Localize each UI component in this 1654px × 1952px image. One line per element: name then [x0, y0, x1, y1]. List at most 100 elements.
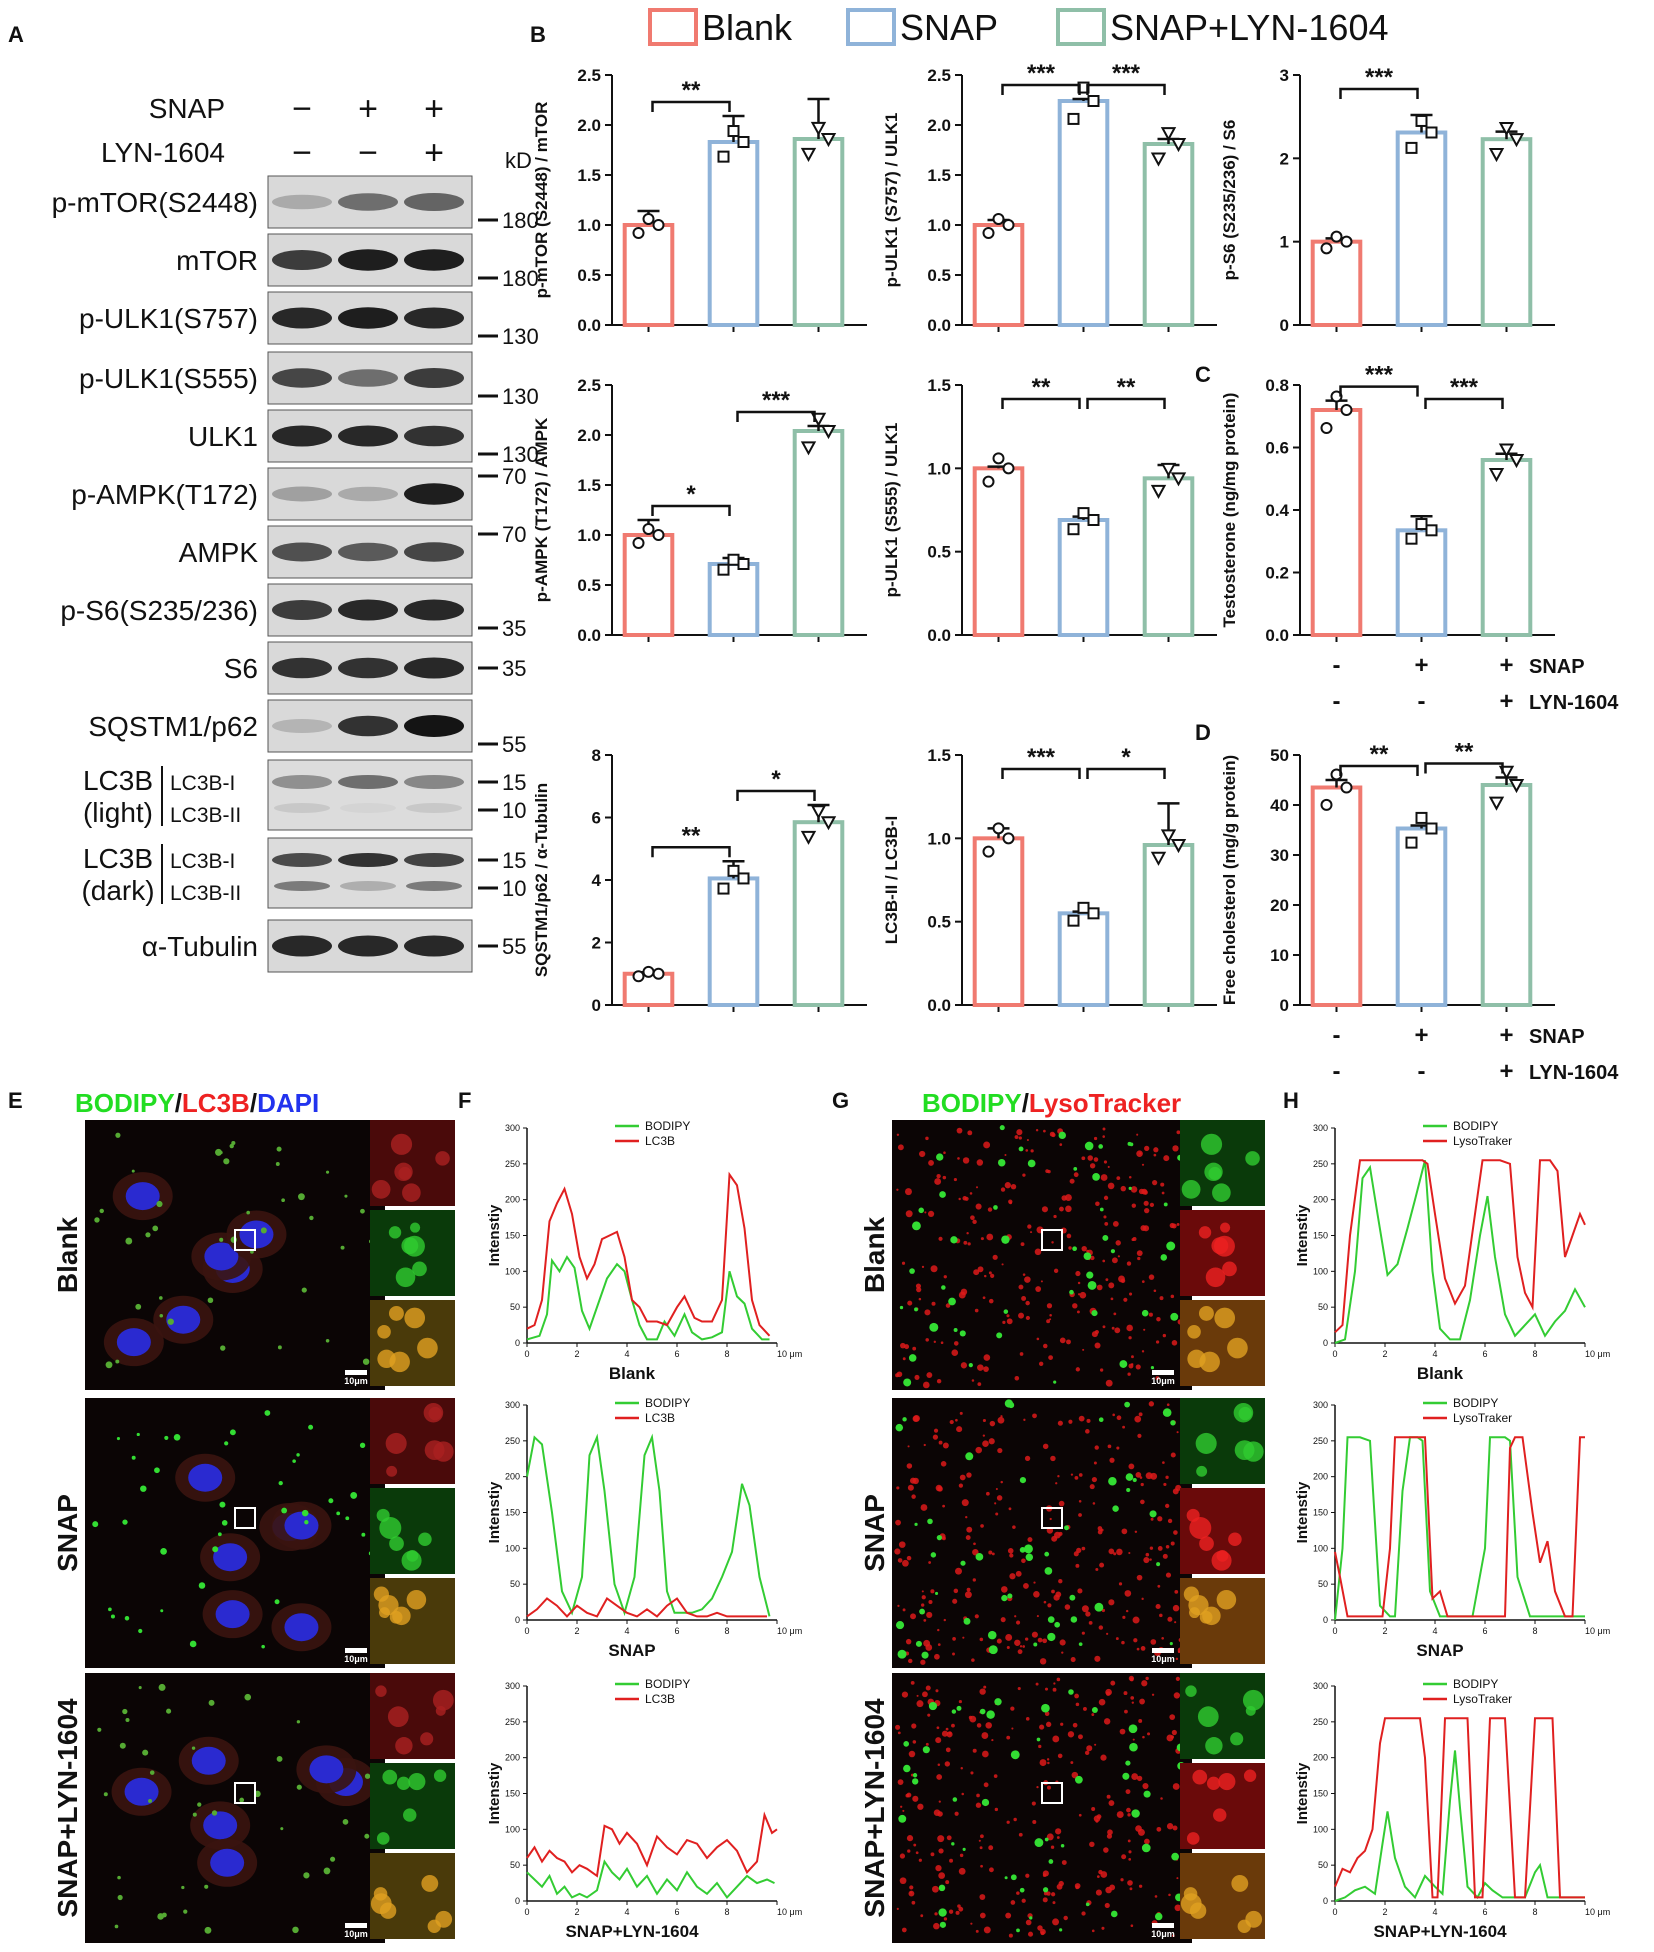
lysosome-dot [1174, 1904, 1182, 1912]
lysosome-dot [1111, 1257, 1118, 1264]
legend-label: BODIPY [645, 1119, 690, 1133]
inset-spot [406, 1589, 427, 1610]
lysosome-dot [919, 1150, 926, 1158]
lysosome-dot [982, 1440, 989, 1448]
legend-label: BODIPY [1453, 1396, 1498, 1410]
droplet [895, 1423, 904, 1432]
y-tick-label: 0.5 [577, 576, 601, 595]
lysosome-dot [958, 1867, 966, 1875]
lysosome-dot [1017, 1686, 1021, 1691]
x-axis-label: Blank [1417, 1364, 1464, 1383]
inset-spot [386, 1465, 398, 1477]
lysosome-dot [1039, 1759, 1047, 1767]
y-tick-label: 50 [510, 1579, 520, 1589]
snap-sign: + [1414, 652, 1428, 679]
lysosome-dot [1095, 1567, 1099, 1571]
lysosome-dot [975, 1186, 979, 1189]
lysosome-dot [924, 1211, 927, 1214]
blot-band [338, 542, 398, 562]
lysosome-dot [1167, 1518, 1173, 1524]
data-point [810, 805, 827, 820]
lysosome-dot [1120, 1185, 1127, 1192]
y-tick-label: 200 [505, 1753, 520, 1763]
droplet [110, 1614, 115, 1619]
lysosome-dot [1140, 1499, 1145, 1505]
droplet [1108, 1477, 1117, 1486]
lysosome-dot [899, 1877, 907, 1885]
lysosome-dot [901, 1261, 906, 1265]
lysosome-dot [993, 1774, 998, 1778]
droplet [115, 1132, 121, 1138]
lysosome-dot [934, 1653, 940, 1660]
lysosome-dot [1108, 1548, 1115, 1555]
bar [1142, 843, 1195, 1007]
inset-spot [421, 1875, 439, 1892]
lysosome-dot [917, 1803, 924, 1810]
lysosome-dot [1173, 1530, 1178, 1535]
lysosome-dot [1015, 1570, 1022, 1577]
blot-band [404, 425, 464, 447]
droplet [1029, 1916, 1033, 1920]
lysosome-dot [936, 1173, 941, 1179]
lysosome-dot [1162, 1553, 1168, 1559]
lysosome-dot [1157, 1516, 1163, 1522]
lysosome-dot [966, 1472, 972, 1478]
blot-band [272, 486, 332, 502]
lysosome-dot [1056, 1883, 1063, 1890]
nucleus [124, 1777, 159, 1806]
snap-sign: - [1333, 652, 1341, 679]
lysosome-dot [1016, 1129, 1023, 1136]
lysosome-dot [972, 1219, 977, 1225]
droplet [280, 1827, 284, 1831]
lysosome-dot [1136, 1775, 1143, 1782]
micrograph-image [892, 1673, 1192, 1943]
data-point [1170, 138, 1187, 153]
lysosome-dot [937, 1835, 945, 1843]
lysosome-dot [1077, 1293, 1081, 1296]
data-point [1170, 839, 1187, 854]
droplet [292, 1459, 296, 1463]
droplet [330, 1856, 336, 1862]
data-point [1425, 822, 1438, 835]
lysosome-dot [1091, 1713, 1095, 1716]
lysosome-dot [1023, 1418, 1026, 1421]
droplet [1033, 1642, 1038, 1647]
inset-spot [1192, 1769, 1208, 1785]
y-tick-label: 2.5 [577, 376, 601, 395]
droplet [142, 1749, 149, 1756]
droplet [1019, 1477, 1027, 1484]
roi-box [1041, 1782, 1063, 1804]
series-line-lysotraker [1334, 1436, 1585, 1618]
lysosome-dot [1107, 1182, 1115, 1190]
lysosome-dot [1143, 1328, 1146, 1331]
lysosome-dot [1088, 1620, 1093, 1625]
snap-sign: − [292, 90, 312, 128]
lysosome-dot [896, 1133, 900, 1136]
lysosome-dot [1002, 1320, 1006, 1324]
bar [1310, 408, 1363, 637]
droplet [246, 1210, 250, 1215]
inset-spot [1216, 1549, 1229, 1562]
lysosome-dot [1103, 1215, 1107, 1219]
lysosome-dot [911, 1723, 917, 1729]
lysosome-dot [1149, 1558, 1152, 1561]
lysosome-dot [1052, 1901, 1056, 1905]
lysosome-dot [1160, 1182, 1165, 1187]
droplet [996, 1332, 1003, 1339]
lysosome-dot [1025, 1637, 1029, 1641]
title-part: LysoTracker [1029, 1088, 1181, 1118]
droplet [1041, 1703, 1050, 1713]
droplet [140, 1485, 147, 1492]
lysosome-dot [1136, 1574, 1143, 1581]
lysosome-dot [1130, 1696, 1135, 1700]
lysosome-dot [989, 1420, 996, 1427]
legend-label: LC3B [645, 1692, 675, 1706]
droplet [159, 1296, 163, 1300]
marker-label: 130 [502, 324, 539, 349]
droplet [1073, 1166, 1078, 1171]
droplet [975, 1552, 984, 1561]
y-tick-label: 150 [505, 1789, 520, 1799]
data-point [820, 133, 837, 148]
lysosome-dot [1082, 1706, 1087, 1711]
